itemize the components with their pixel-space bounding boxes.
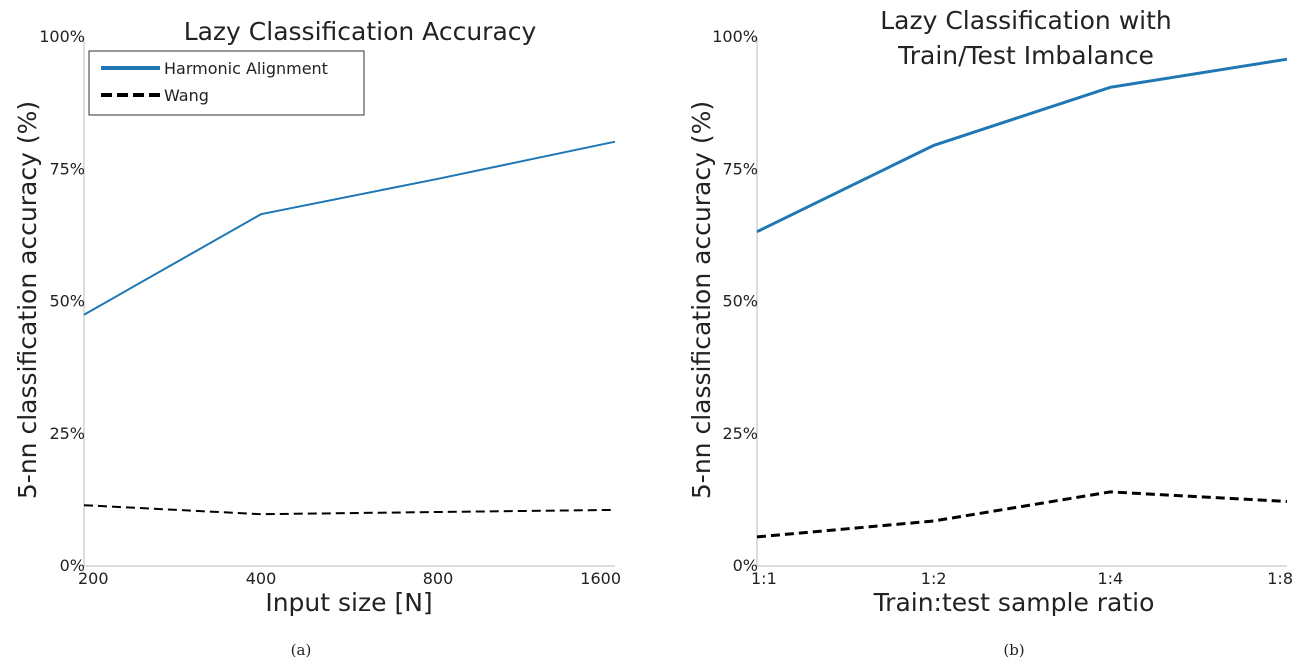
panel-b-y-tick-label: 25% bbox=[722, 424, 758, 443]
panel-b-x-tick-label: 1:2 bbox=[921, 569, 947, 588]
panel-a-y-tick-label: 25% bbox=[49, 424, 85, 443]
panel-b-y-tick-label: 100% bbox=[712, 27, 758, 46]
panel-b-caption: (b) bbox=[1003, 641, 1024, 659]
panel-b-y-tick-label: 50% bbox=[722, 292, 758, 311]
panel-a-caption: (a) bbox=[291, 641, 312, 659]
panel-a-legend: Harmonic Alignment Wang bbox=[88, 50, 365, 116]
panel-a-x-tick-label: 200 bbox=[78, 569, 109, 588]
panel-b-title-line-2: Train/Test Imbalance bbox=[897, 41, 1154, 70]
panel-a-title: Lazy Classification Accuracy bbox=[184, 17, 537, 46]
panel-b-y-tick-label: 0% bbox=[733, 556, 758, 575]
panel-a-x-tick-label: 1600 bbox=[580, 569, 621, 588]
panel-a-x-tick-label: 800 bbox=[423, 569, 454, 588]
panel-a: Lazy Classification Accuracy 5-nn classi… bbox=[13, 17, 621, 659]
panel-a-ylabel: 5-nn classification accuracy (%) bbox=[13, 101, 42, 499]
panel-a-xlabel: Input size [N] bbox=[265, 588, 432, 617]
panel-b-x-tick-label: 1:8 bbox=[1267, 569, 1293, 588]
panel-a-series bbox=[83, 140, 616, 516]
panel-a-y-tick-label: 0% bbox=[60, 556, 85, 575]
panel-b: Lazy Classification with Train/Test Imba… bbox=[687, 6, 1293, 659]
panel-a-y-tick-label: 75% bbox=[49, 159, 85, 178]
panel-a-x-tick-label: 400 bbox=[246, 569, 277, 588]
panel-a-y-tick-label: 100% bbox=[39, 27, 85, 46]
panel-b-xlabel: Train:test sample ratio bbox=[873, 588, 1155, 617]
legend-box bbox=[88, 50, 365, 116]
panel-b-series-line-wang bbox=[756, 490, 1288, 539]
panel-a-series-line-harmonic-alignment bbox=[83, 140, 616, 316]
panel-b-series-line-harmonic-alignment bbox=[756, 57, 1288, 234]
panel-b-x-ticks: 1:1 1:2 1:4 1:8 bbox=[751, 569, 1293, 588]
panel-b-title-line-1: Lazy Classification with bbox=[880, 6, 1172, 35]
panel-b-series bbox=[756, 57, 1288, 539]
panel-b-ylabel: 5-nn classification accuracy (%) bbox=[687, 101, 716, 499]
panel-a-y-tick-label: 50% bbox=[49, 292, 85, 311]
panel-b-x-tick-label: 1:4 bbox=[1097, 569, 1123, 588]
panel-b-y-tick-label: 75% bbox=[722, 159, 758, 178]
legend-label-wang: Wang bbox=[164, 86, 209, 105]
panel-b-x-tick-label: 1:1 bbox=[751, 569, 777, 588]
panel-a-y-ticks: 0% 25% 50% 75% 100% bbox=[39, 27, 85, 575]
panel-a-x-ticks: 200 400 800 1600 bbox=[78, 569, 621, 588]
panel-a-series-line-wang bbox=[83, 504, 616, 516]
panel-b-y-ticks: 0% 25% 50% 75% 100% bbox=[712, 27, 758, 575]
legend-label-harmonic: Harmonic Alignment bbox=[164, 59, 328, 78]
